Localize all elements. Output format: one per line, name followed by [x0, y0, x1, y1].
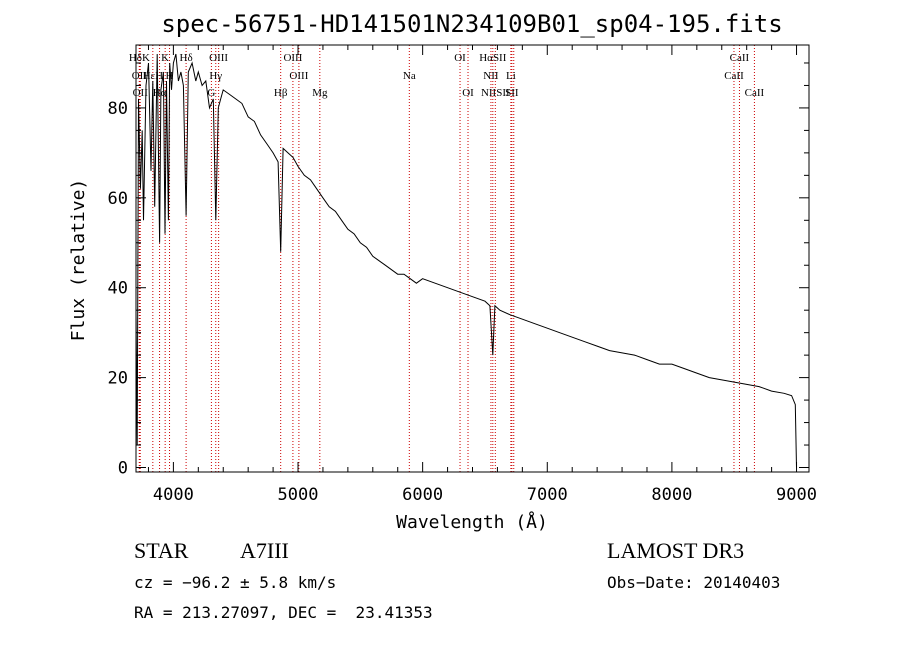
- spectral-class: A7III: [240, 538, 289, 563]
- line-label-4: Hα: [153, 87, 167, 99]
- object-type: STAR: [134, 538, 189, 563]
- line-label-26: CaII: [745, 87, 765, 99]
- y-tick-label: 60: [108, 189, 128, 209]
- x-tick-label: 8000: [651, 485, 692, 505]
- x-tick-label: 9000: [776, 485, 817, 505]
- emission-line-labels: HδKOIIOIIHεHHαKHHδGOIIIHγHβOIIIOIIIMgNaO…: [129, 52, 765, 99]
- y-tick-label: 80: [108, 99, 128, 119]
- line-label-10: Hγ: [209, 70, 222, 82]
- line-label-18: HαSII: [479, 52, 506, 64]
- line-label-17: OI: [462, 87, 474, 99]
- line-label-8: G: [207, 87, 215, 99]
- plot-frame: [135, 44, 810, 473]
- line-label-12: OIII: [283, 52, 302, 64]
- y-tick-label: 0: [118, 459, 128, 479]
- line-label-22: SII: [505, 87, 519, 99]
- line-label-14: Mg: [312, 87, 328, 99]
- survey-name: LAMOST DR3: [607, 538, 745, 563]
- x-tick-label: 5000: [278, 485, 319, 505]
- line-label-9: OIII: [209, 52, 228, 64]
- line-label-7: Hδ: [180, 52, 193, 64]
- spectrum-line: [135, 53, 797, 468]
- line-label-0: HδK: [129, 52, 150, 64]
- line-label-11: Hβ: [274, 87, 288, 99]
- y-axis-label: Flux (relative): [68, 179, 89, 342]
- y-tick-label: 20: [108, 369, 128, 389]
- line-label-20: NIISII: [481, 87, 510, 99]
- x-tick-label: 7000: [527, 485, 568, 505]
- x-axis-label: Wavelength (Å): [396, 511, 548, 533]
- chart-title: spec-56751-HD141501N234109B01_sp04-195.f…: [161, 10, 782, 38]
- coordinates: RA = 213.27097, DEC = 23.41353: [134, 603, 433, 622]
- line-label-19: NII: [483, 70, 499, 82]
- line-label-5: K: [161, 52, 169, 64]
- line-label-24: CaII: [730, 52, 750, 64]
- x-tick-label: 4000: [153, 485, 194, 505]
- velocity-info: cz = −96.2 ± 5.8 km/s: [134, 573, 337, 592]
- y-axis-ticks: 0 20 40 60 80: [108, 62, 809, 479]
- y-tick-label: 40: [108, 279, 128, 299]
- line-label-3: HεH: [143, 70, 164, 82]
- x-tick-label: 6000: [402, 485, 443, 505]
- line-label-13: OIII: [289, 70, 308, 82]
- line-label-15: Na: [403, 70, 416, 82]
- line-label-25: CaII: [724, 70, 744, 82]
- emission-line-markers: [138, 45, 755, 472]
- line-label-21: Li: [506, 70, 516, 82]
- x-axis-ticks: 4000 5000 6000 7000 8000 9000: [147, 45, 817, 505]
- line-label-16: OI: [454, 52, 466, 64]
- obs-date: Obs−Date: 20140403: [607, 573, 781, 592]
